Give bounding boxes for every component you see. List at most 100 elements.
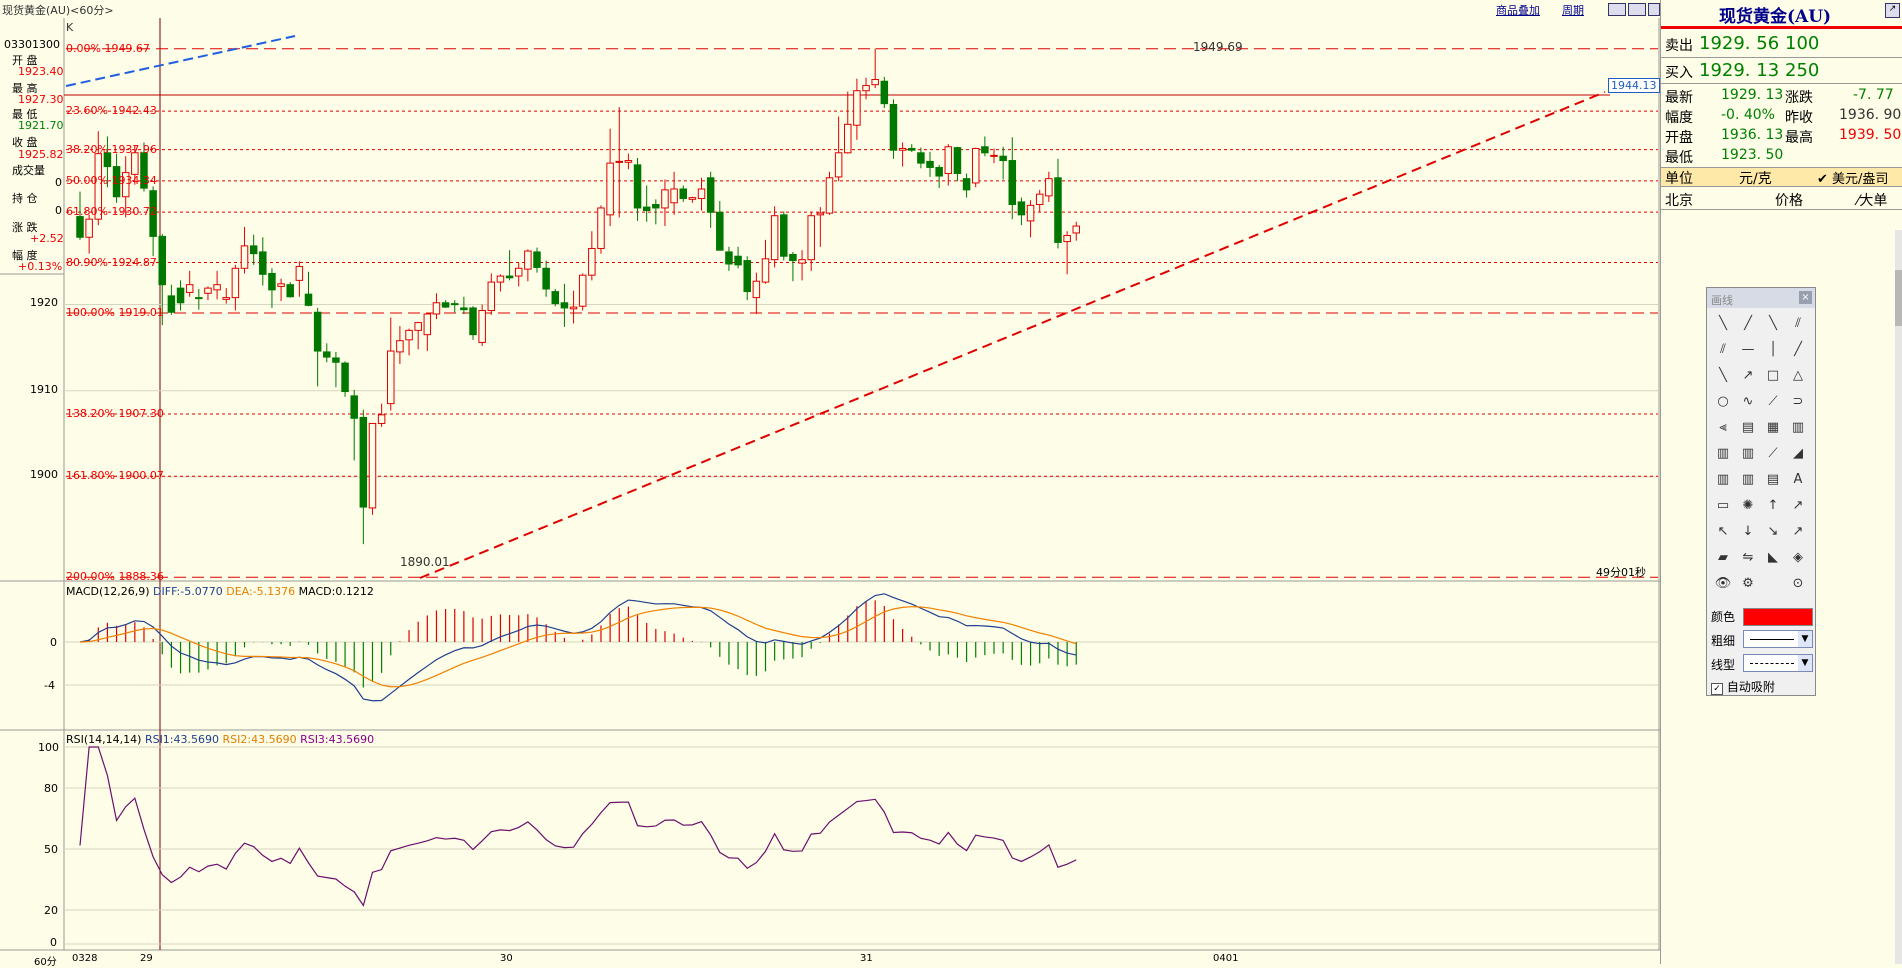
restore-icon[interactable]	[1628, 3, 1646, 16]
target-icon[interactable]: ✺	[1742, 498, 1754, 513]
candle-body	[304, 293, 313, 306]
speed-icon[interactable]: ◢	[1793, 446, 1803, 461]
eye-icon[interactable]: 👁	[1714, 576, 1732, 591]
sw-arrow-icon[interactable]: ↗	[1792, 524, 1804, 539]
candle-body	[405, 329, 413, 341]
fib-retrace-icon[interactable]: ▤	[1741, 420, 1755, 435]
prev-close-label: 昨收	[1785, 110, 1813, 126]
candle-body	[222, 297, 230, 300]
measure-icon[interactable]: ⇋	[1742, 550, 1754, 565]
arc-icon[interactable]: ⊃	[1792, 394, 1804, 409]
arrow-line-icon[interactable]: ╲	[1719, 368, 1727, 383]
wave-icon[interactable]: ∿	[1742, 394, 1754, 409]
time-zone-icon[interactable]: ▥	[1741, 446, 1755, 461]
high-label-q: 最高	[1785, 130, 1813, 146]
candle-body	[606, 162, 614, 216]
candle-body	[844, 123, 852, 154]
ruler-icon[interactable]: ▭	[1716, 498, 1730, 513]
highlight-icon[interactable]: ▰	[1718, 550, 1728, 565]
up-arrow-icon[interactable]: ↑	[1767, 498, 1779, 513]
candle-body	[1045, 178, 1053, 197]
triangle-icon[interactable]: △	[1793, 368, 1803, 383]
low-annotation: 1890.01	[400, 555, 450, 569]
fib-ext-icon[interactable]: ▦	[1766, 420, 1780, 435]
chart-area[interactable]	[0, 0, 1660, 964]
channel-icon[interactable]: ⫽	[1720, 342, 1726, 357]
sell-price: 1929. 56	[1699, 33, 1780, 54]
price-tag: 1944.13	[1608, 78, 1660, 93]
bar-datetime: 03301300	[4, 38, 60, 51]
chevron-down-icon[interactable]: ▼	[1798, 631, 1812, 647]
cycle-icon[interactable]: ⟋	[1768, 394, 1778, 409]
text-icon[interactable]: A	[1793, 472, 1803, 487]
candle-body	[140, 152, 148, 189]
chevron-down-icon[interactable]: ▼	[1798, 655, 1812, 671]
weight-select[interactable]: ▼	[1743, 630, 1813, 648]
candle-body	[752, 280, 761, 299]
overlay-link[interactable]: 商品叠加	[1496, 4, 1540, 17]
period-icon[interactable]: ▥	[1716, 446, 1730, 461]
candle-body	[661, 189, 669, 209]
horizontal-icon[interactable]: —	[1741, 342, 1755, 357]
candle-body	[496, 275, 505, 283]
gann-icon[interactable]: ⟋	[1768, 446, 1778, 461]
trend-icon[interactable]: ╱	[1794, 342, 1802, 357]
candle-body	[551, 291, 560, 305]
checkbox-checked-icon[interactable]: ✓	[1711, 683, 1723, 695]
toolbox-close-icon[interactable]: ×	[1799, 291, 1812, 304]
layout-icon[interactable]	[1608, 3, 1626, 16]
se-arrow-icon[interactable]: ↘	[1767, 524, 1779, 539]
quote-scrollbar-thumb[interactable]	[1895, 270, 1902, 326]
candle-body	[999, 155, 1007, 162]
rsi-tick-80: 80	[44, 782, 58, 795]
candle-body	[807, 215, 815, 261]
color-swatch[interactable]	[1743, 608, 1813, 626]
cycle-line-icon[interactable]: ▥	[1716, 472, 1730, 487]
toolbox-titlebar[interactable]: 画线 ×	[1707, 288, 1815, 308]
regression-icon[interactable]: ▤	[1766, 472, 1780, 487]
down-arrow-icon[interactable]: ↓	[1742, 524, 1754, 539]
title-divider	[1661, 26, 1902, 29]
eraser-icon[interactable]: ◣	[1768, 550, 1778, 565]
candle-body	[450, 303, 459, 306]
ne-arrow-icon[interactable]: ↗	[1792, 498, 1804, 513]
big-order-header[interactable]: ⁄大单	[1857, 193, 1888, 209]
collapse-icon[interactable]: ⊙	[1792, 576, 1804, 591]
nw-arrow-icon[interactable]: ↖	[1717, 524, 1729, 539]
parallel-icon[interactable]: ⫽	[1795, 316, 1801, 331]
candle-body	[871, 79, 879, 86]
arrow-icon[interactable]: ↗	[1742, 368, 1754, 383]
usd-unit-check[interactable]: ✔ 美元/盎司	[1817, 172, 1889, 187]
grid-icon[interactable]: ▥	[1791, 420, 1805, 435]
fib-label: 50.00% 1934.34	[66, 173, 157, 187]
low-value-q: 1923. 50	[1721, 147, 1784, 163]
popout-icon[interactable]: ↗	[1885, 3, 1900, 18]
vertical-icon[interactable]: │	[1769, 342, 1777, 357]
high-annotation: 1949.69	[1193, 40, 1243, 54]
line-icon[interactable]: ╲	[1769, 316, 1777, 331]
bars-icon[interactable]: ▥	[1741, 472, 1755, 487]
k-label: K	[66, 21, 74, 34]
linestyle-select[interactable]: ▼	[1743, 654, 1813, 672]
open-value-q: 1936. 13	[1721, 127, 1784, 143]
high-value-q: 1939. 50	[1839, 127, 1902, 143]
high-label: 最 高	[12, 82, 38, 95]
rectangle-icon[interactable]: □	[1766, 368, 1780, 383]
auto-snap-checkbox[interactable]: ✓ 自动吸附	[1711, 678, 1775, 695]
ray-icon[interactable]: ╱	[1744, 316, 1752, 331]
fib-label: 61.80% 1930.72	[66, 205, 157, 219]
fib-fan-icon[interactable]: ⫷	[1719, 420, 1727, 435]
hide-icon[interactable]: ◈	[1793, 550, 1803, 565]
macd-dea: DEA:-5.1376	[226, 585, 296, 598]
color-label: 颜色	[1711, 610, 1736, 624]
open-label-q: 开盘	[1665, 130, 1693, 146]
blank-icon[interactable]	[1761, 572, 1785, 596]
gear-icon[interactable]: ⚙	[1742, 576, 1754, 591]
rsi3-value: RSI3:43.5690	[300, 733, 375, 746]
segment-icon[interactable]: ╲	[1719, 316, 1727, 331]
menu-icon[interactable]	[1648, 3, 1660, 16]
ellipse-icon[interactable]: ○	[1717, 394, 1729, 409]
period-link[interactable]: 周期	[1562, 4, 1584, 17]
change-value: +2.52	[30, 232, 64, 245]
quote-scrollbar[interactable]	[1895, 230, 1902, 964]
